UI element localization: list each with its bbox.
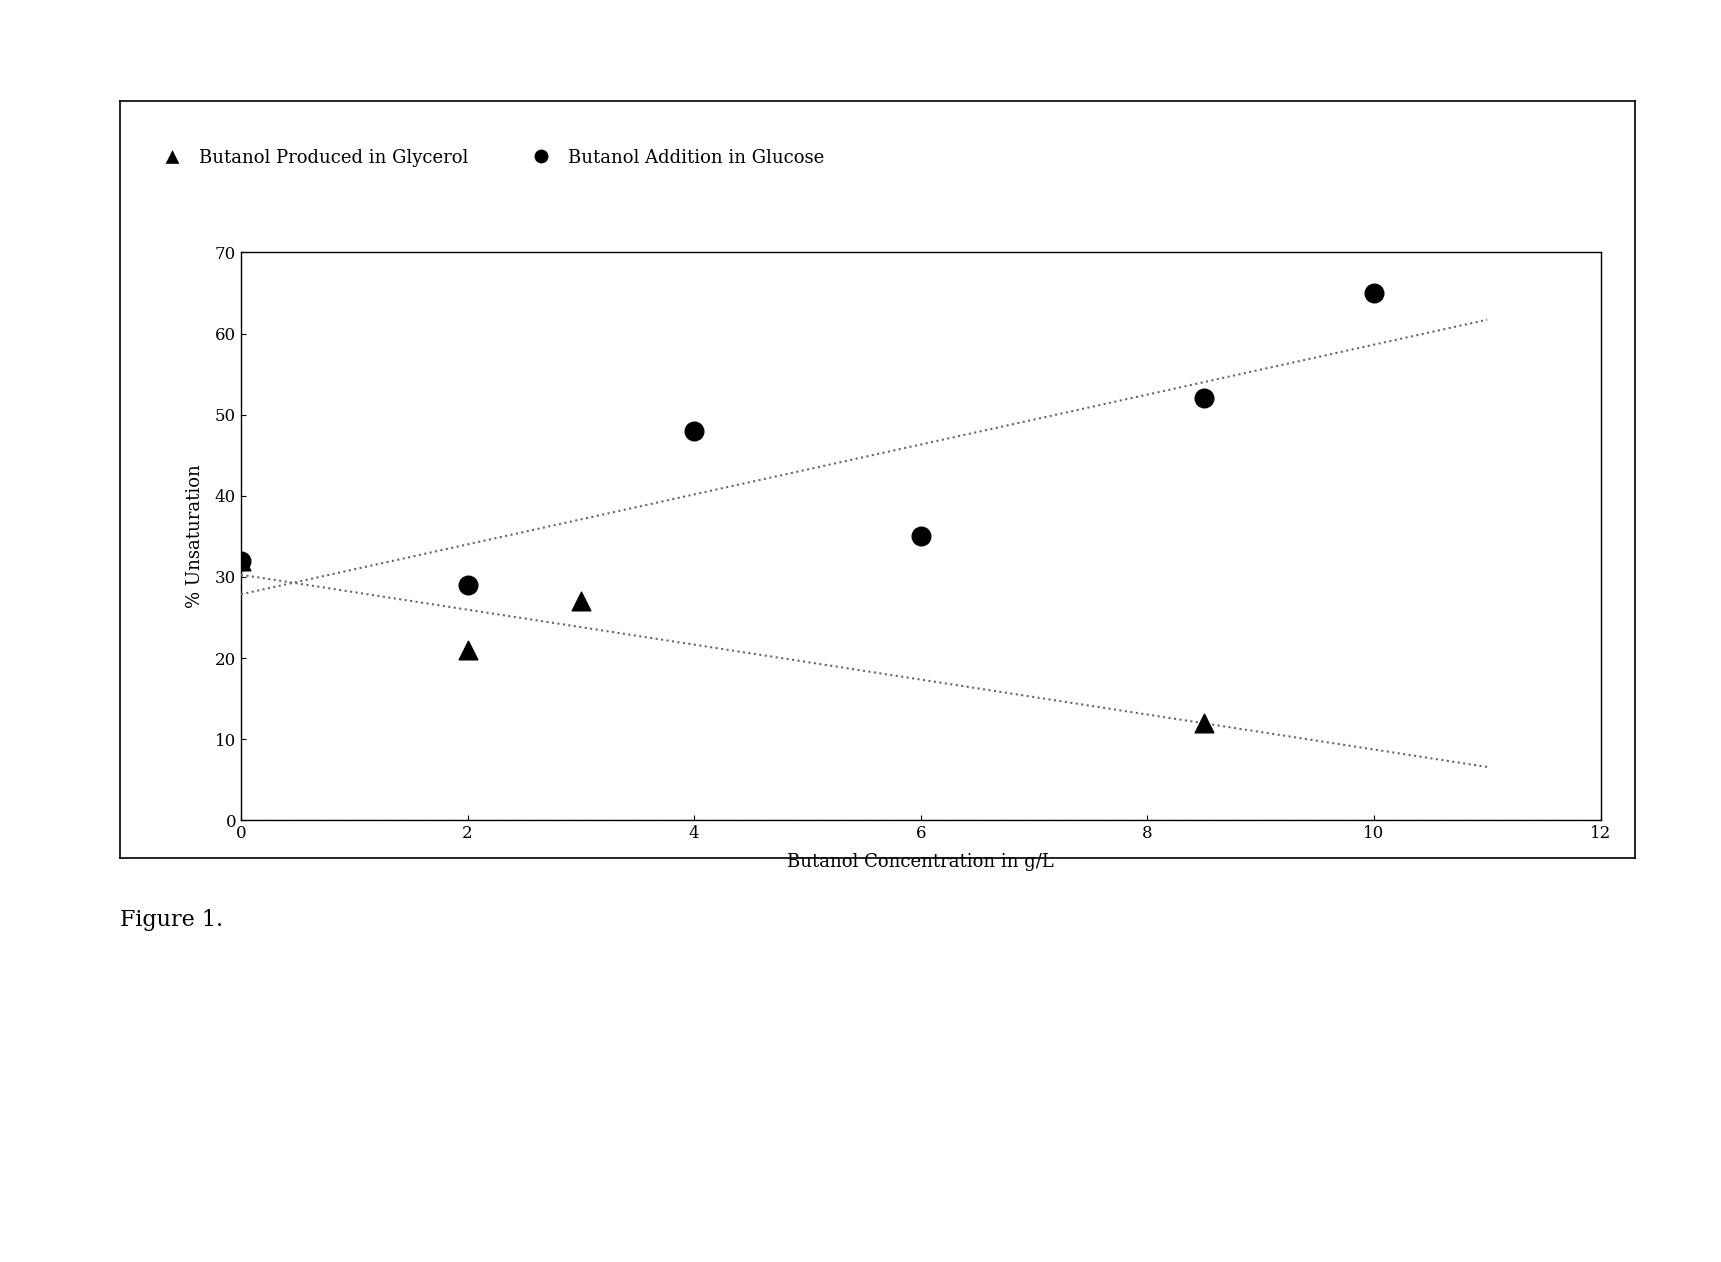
- Text: Figure 1.: Figure 1.: [120, 909, 224, 930]
- Point: [1191, 713, 1218, 733]
- Legend: Butanol Produced in Glycerol, Butanol Addition in Glucose: Butanol Produced in Glycerol, Butanol Ad…: [146, 141, 831, 174]
- Point: [227, 550, 255, 570]
- Point: [680, 420, 707, 440]
- Point: [566, 591, 595, 611]
- X-axis label: Butanol Concentration in g/L: Butanol Concentration in g/L: [788, 853, 1053, 871]
- Y-axis label: % Unsaturation: % Unsaturation: [186, 464, 203, 608]
- Point: [1191, 389, 1218, 409]
- Point: [454, 640, 482, 660]
- Point: [227, 550, 255, 570]
- Point: [454, 575, 482, 596]
- Point: [1360, 283, 1387, 303]
- Point: [907, 526, 935, 546]
